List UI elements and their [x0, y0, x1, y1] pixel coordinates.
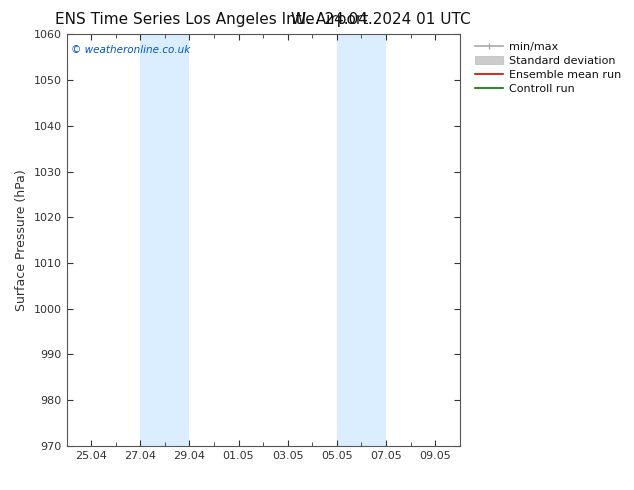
Text: We. 24.04.2024 01 UTC: We. 24.04.2024 01 UTC: [291, 12, 471, 27]
Text: © weatheronline.co.uk: © weatheronline.co.uk: [70, 45, 190, 54]
Bar: [337, 34, 386, 446]
Y-axis label: Surface Pressure (hPa): Surface Pressure (hPa): [15, 169, 28, 311]
Legend: min/max, Standard deviation, Ensemble mean run, Controll run: min/max, Standard deviation, Ensemble me…: [473, 40, 623, 96]
Text: ENS Time Series Los Angeles Intl. Airport: ENS Time Series Los Angeles Intl. Airpor…: [55, 12, 368, 27]
Bar: [140, 34, 190, 446]
